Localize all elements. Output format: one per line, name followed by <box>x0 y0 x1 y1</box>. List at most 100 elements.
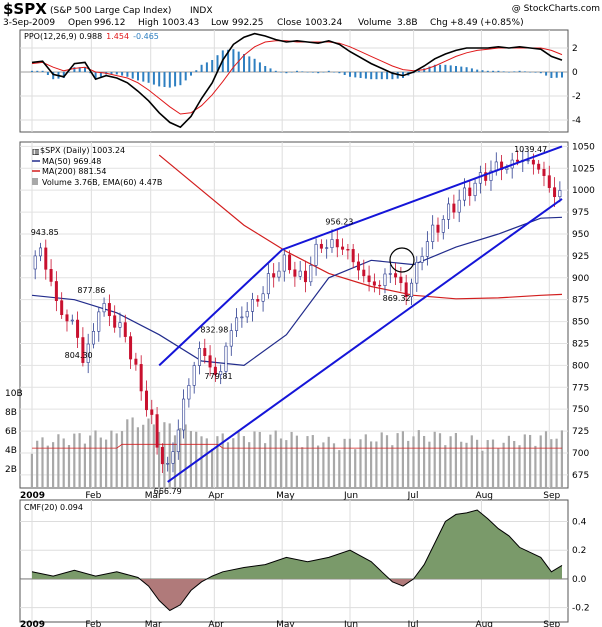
volume-bar <box>67 445 71 488</box>
ppo-hist-bar <box>502 71 505 72</box>
price-month-label: Feb <box>85 491 101 501</box>
ppo-hist-bar <box>211 60 214 72</box>
volume-bar <box>476 439 479 488</box>
ppo-hist-bar <box>269 68 272 72</box>
ppo-hist-bar <box>492 70 495 72</box>
candle-body <box>394 273 398 278</box>
ppo-tick-label: 0 <box>572 68 578 78</box>
volume-bar <box>62 438 65 488</box>
cmf-negative-area <box>32 578 562 611</box>
legend-ma200: MA(200) 881.54 <box>42 167 106 176</box>
candle-body <box>70 319 74 322</box>
volume-bar <box>444 445 447 488</box>
candle-body <box>314 243 318 266</box>
volume-bar <box>173 435 177 488</box>
ppo-hist-bar <box>497 70 500 72</box>
cmf-month-label: 2009 <box>20 620 45 627</box>
volume-bar <box>94 430 97 488</box>
volume-bar <box>518 445 521 488</box>
exchange-label: INDX <box>190 6 212 16</box>
ppo-hist-bar <box>41 70 44 72</box>
candle-body <box>356 261 360 271</box>
volume-bar <box>290 431 293 488</box>
price-panel: 943.85 877.86 804.30 666.79 832.98 779.81 956.… <box>5 141 595 496</box>
price-tick-label: 725 <box>572 427 589 437</box>
candle-body <box>134 358 138 365</box>
volume-bar <box>534 445 537 488</box>
candle-body <box>293 269 297 277</box>
price-annotation: 943.85 <box>31 228 59 237</box>
ppo-hist-bar <box>428 66 431 72</box>
volume-bar <box>486 440 489 488</box>
ppo-hist-bar <box>561 72 563 78</box>
ppo-hist-bar <box>301 71 304 72</box>
candle-body <box>160 446 164 465</box>
ppo-hist-bar <box>168 72 171 88</box>
candle-body <box>33 255 37 270</box>
ppo-hist-bar <box>243 54 245 72</box>
candle-body <box>431 224 435 242</box>
cmf-month-labels: 2009 Feb Mar Apr May Jun Jul Aug Sep <box>20 620 561 627</box>
ppo-hist-bar <box>343 72 346 75</box>
candle-body <box>462 187 466 201</box>
ppo-hist-bar <box>555 72 558 78</box>
candle-body <box>224 345 228 372</box>
ppo-legend: PPO(12,26,9) 0.988 1.454 -0.465 <box>24 32 159 41</box>
candle-body <box>150 409 154 415</box>
candle-body <box>139 364 143 392</box>
candle-body <box>325 247 329 249</box>
price-tick-label: 950 <box>572 230 589 240</box>
volume-bar <box>497 448 500 488</box>
volume-axis-ticks: 2B 4B 6B 8B 10B <box>5 389 23 475</box>
ppo-hist-bar <box>142 72 145 82</box>
ppo-legend-hist: -0.465 <box>133 32 159 41</box>
legend-price: $SPX (Daily) 1003.24 <box>40 146 125 155</box>
ppo-hist-bar <box>174 72 177 87</box>
cmf-month-label: May <box>276 620 295 627</box>
volume-bar <box>184 424 187 488</box>
price-annotation: 804.30 <box>65 351 93 360</box>
volume-bar <box>513 440 516 488</box>
volume-bar <box>142 424 145 488</box>
volume-tick-label: 2B <box>5 465 17 475</box>
volume-bar <box>189 430 192 488</box>
ppo-tick-label: -4 <box>572 116 581 126</box>
price-month-label: May <box>276 491 295 501</box>
ppo-hist-bar <box>508 72 510 73</box>
price-axis-ticks: 675 700 725 750 775 800 825 850 875 900 925 950 975 1… <box>572 142 595 480</box>
ppo-hist-bar <box>200 64 203 72</box>
ppo-hist-bar <box>423 68 426 72</box>
ppo-hist-bar <box>126 72 129 77</box>
candle-body <box>102 303 106 313</box>
candle-body <box>553 187 557 198</box>
volume-bar <box>560 430 563 488</box>
candle-body <box>468 187 472 196</box>
candle-body <box>346 249 350 251</box>
volume-bar <box>550 439 553 488</box>
volume-bar <box>120 431 124 488</box>
candle-body <box>38 247 42 257</box>
ppo-hist-bar <box>306 72 309 73</box>
candle-body <box>256 299 260 302</box>
candle-body <box>526 159 530 162</box>
volume-bar <box>46 445 49 488</box>
ppo-hist-bar <box>296 70 298 72</box>
price-tick-label: 675 <box>572 471 589 481</box>
volume-bar <box>36 440 39 488</box>
volume-bar <box>295 435 298 488</box>
legend-volume: Volume 3.76B, EMA(60) 4.47B <box>42 178 162 187</box>
volume-bar <box>306 436 309 488</box>
cmf-tick-label: 0.4 <box>572 518 587 528</box>
volume-bar <box>216 436 219 488</box>
cmf-month-label: Jun <box>343 620 358 627</box>
price-tick-label: 775 <box>572 383 589 393</box>
ppo-hist-bar <box>264 66 267 72</box>
ppo-hist-bar <box>36 70 39 72</box>
volume-bar <box>433 431 436 488</box>
cmf-legend: CMF(20) 0.094 <box>24 503 83 512</box>
volume-bar <box>285 440 288 488</box>
volume-bar <box>115 433 118 488</box>
ppo-hist-bar <box>227 49 230 72</box>
high-label: High <box>138 18 159 28</box>
price-tick-label: 850 <box>572 318 589 328</box>
